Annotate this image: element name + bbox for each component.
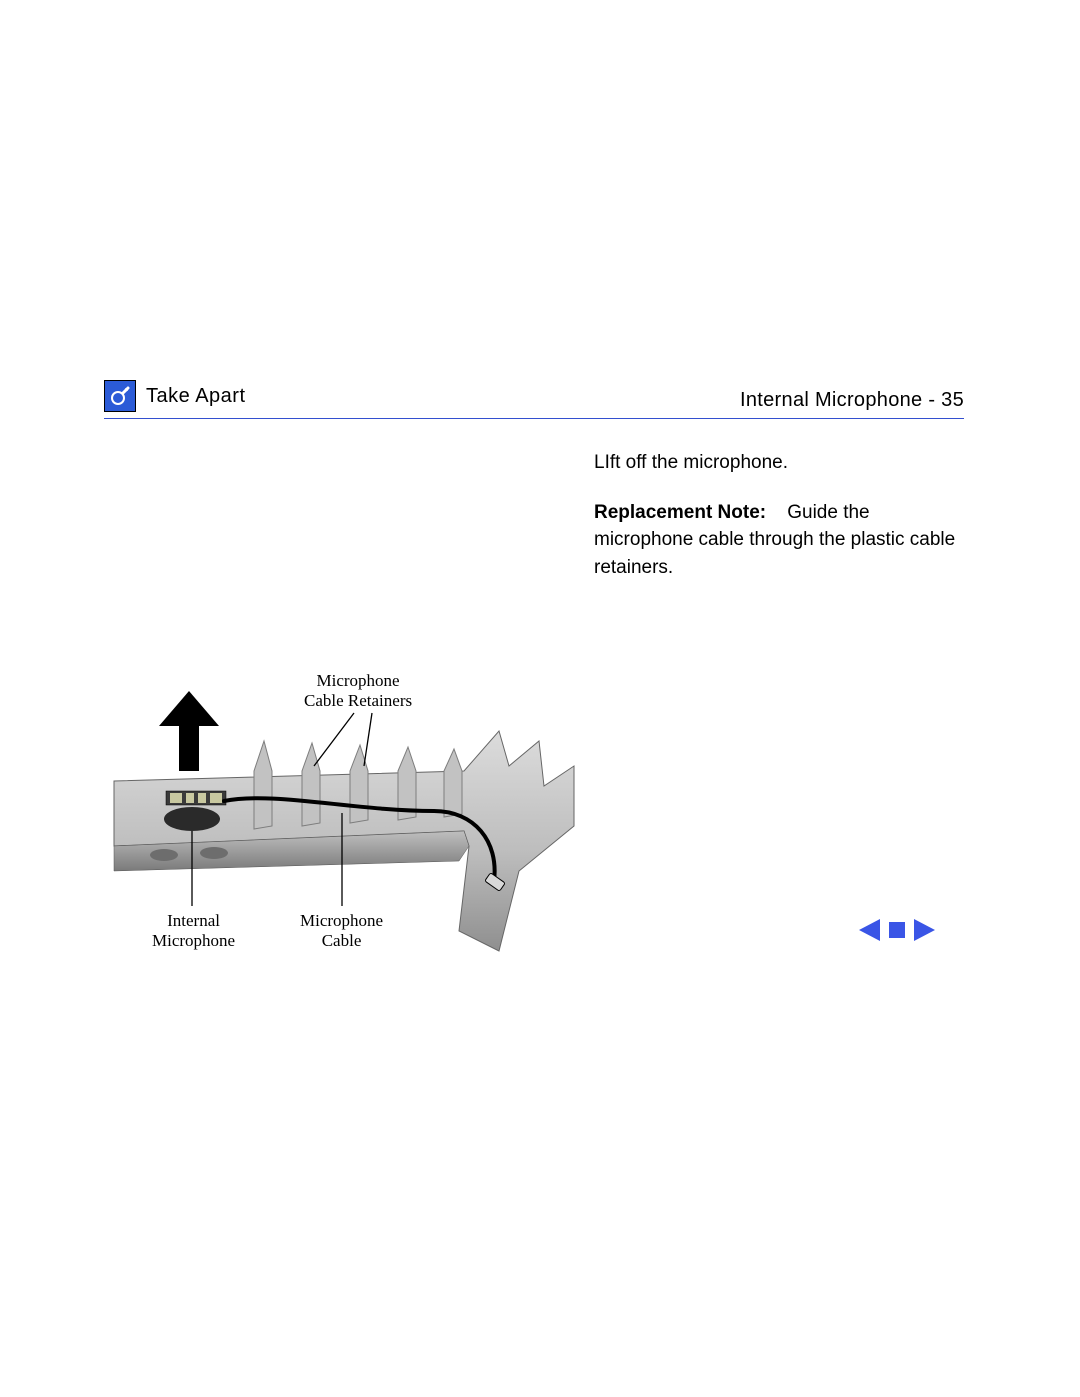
instruction-column: LIft off the microphone. Replacement Not…	[594, 449, 964, 603]
page-header: Take Apart Internal Microphone - 35	[104, 380, 964, 419]
nav-prev-icon[interactable]	[856, 916, 884, 944]
instruction-text: LIft off the microphone.	[594, 449, 964, 477]
note-label: Replacement Note:	[594, 502, 766, 523]
label-retainers: Microphone Cable Retainers	[304, 671, 412, 710]
nav-stop-icon[interactable]	[886, 919, 908, 941]
label-internal-mic: Internal Microphone	[152, 911, 235, 950]
lift-arrow-icon	[159, 691, 219, 771]
page-body: LIft off the microphone. Replacement Not…	[104, 439, 964, 999]
page-nav	[856, 916, 938, 944]
take-apart-icon	[104, 380, 136, 412]
page-topic: Internal Microphone - 35	[740, 389, 964, 412]
microphone-diagram: Microphone Cable Retainers Internal Micr…	[104, 671, 584, 971]
header-left: Take Apart	[104, 380, 246, 412]
manual-page: Take Apart Internal Microphone - 35 LIft…	[104, 380, 964, 999]
section-title: Take Apart	[146, 385, 246, 408]
label-cable: Microphone Cable	[300, 911, 383, 950]
nav-next-icon[interactable]	[910, 916, 938, 944]
replacement-note: Replacement Note: Guide the microphone c…	[594, 499, 964, 582]
